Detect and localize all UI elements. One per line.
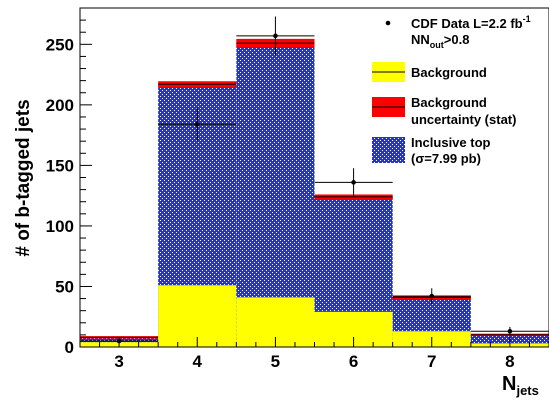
- legend-uncertainty-label-1: Background: [411, 95, 487, 110]
- y-axis-label: # of b-tagged jets: [13, 99, 34, 256]
- data-point: [351, 180, 356, 185]
- legend-background-label: Background: [411, 65, 487, 80]
- legend: CDF Data L=2.2 fb-1 NNout>0.8 Background…: [372, 14, 531, 166]
- legend-top-label-2: (σ=7.99 pb): [411, 151, 481, 166]
- y-axis: 0 50 100 150 200 250: [46, 7, 92, 357]
- x-axis-label: Njets: [502, 373, 539, 398]
- legend-data-line1: CDF Data L=2.2 fb: [411, 16, 523, 31]
- x-tick-label: 7: [427, 352, 436, 371]
- x-axis-label-sub: jets: [515, 383, 538, 398]
- data-point: [507, 328, 513, 334]
- legend-top-label-1: Inclusive top: [411, 135, 491, 150]
- data-points-layer: [80, 16, 549, 344]
- bars-layer: [80, 38, 549, 348]
- y-tick-label: 100: [46, 217, 74, 236]
- x-tick-label: 5: [271, 352, 280, 371]
- y-tick-label: 0: [65, 338, 74, 357]
- x-tick-label: 6: [349, 352, 358, 371]
- legend-data-cut-b: >0.8: [444, 32, 470, 47]
- legend-data-cut-sub: out: [430, 40, 444, 50]
- data-point: [273, 33, 278, 39]
- data-point: [194, 121, 200, 127]
- legend-data-line1-sup: -1: [523, 14, 531, 24]
- y-tick-label: 50: [55, 277, 74, 296]
- legend-top-swatch: [372, 137, 405, 163]
- legend-data-cut: NNout>0.8: [411, 32, 469, 50]
- bar-inclusive-top: [236, 43, 315, 347]
- y-tick-label: 150: [46, 156, 74, 175]
- x-tick-label: 4: [193, 352, 203, 371]
- bar-background: [158, 285, 237, 347]
- y-tick-label: 250: [46, 35, 74, 54]
- legend-data-marker: [385, 20, 391, 26]
- x-tick-label: 8: [505, 352, 514, 371]
- x-tick-label: 3: [114, 352, 123, 371]
- y-tick-label: 200: [46, 96, 74, 115]
- data-point: [429, 293, 435, 299]
- legend-data-cut-a: NN: [411, 32, 430, 47]
- legend-uncertainty-label-2: uncertainty (stat): [411, 112, 516, 127]
- x-axis-label-main: N: [502, 373, 516, 395]
- legend-data-label: CDF Data L=2.2 fb-1: [411, 14, 531, 31]
- x-axis: 3 4 5 6 7 8: [99, 337, 530, 371]
